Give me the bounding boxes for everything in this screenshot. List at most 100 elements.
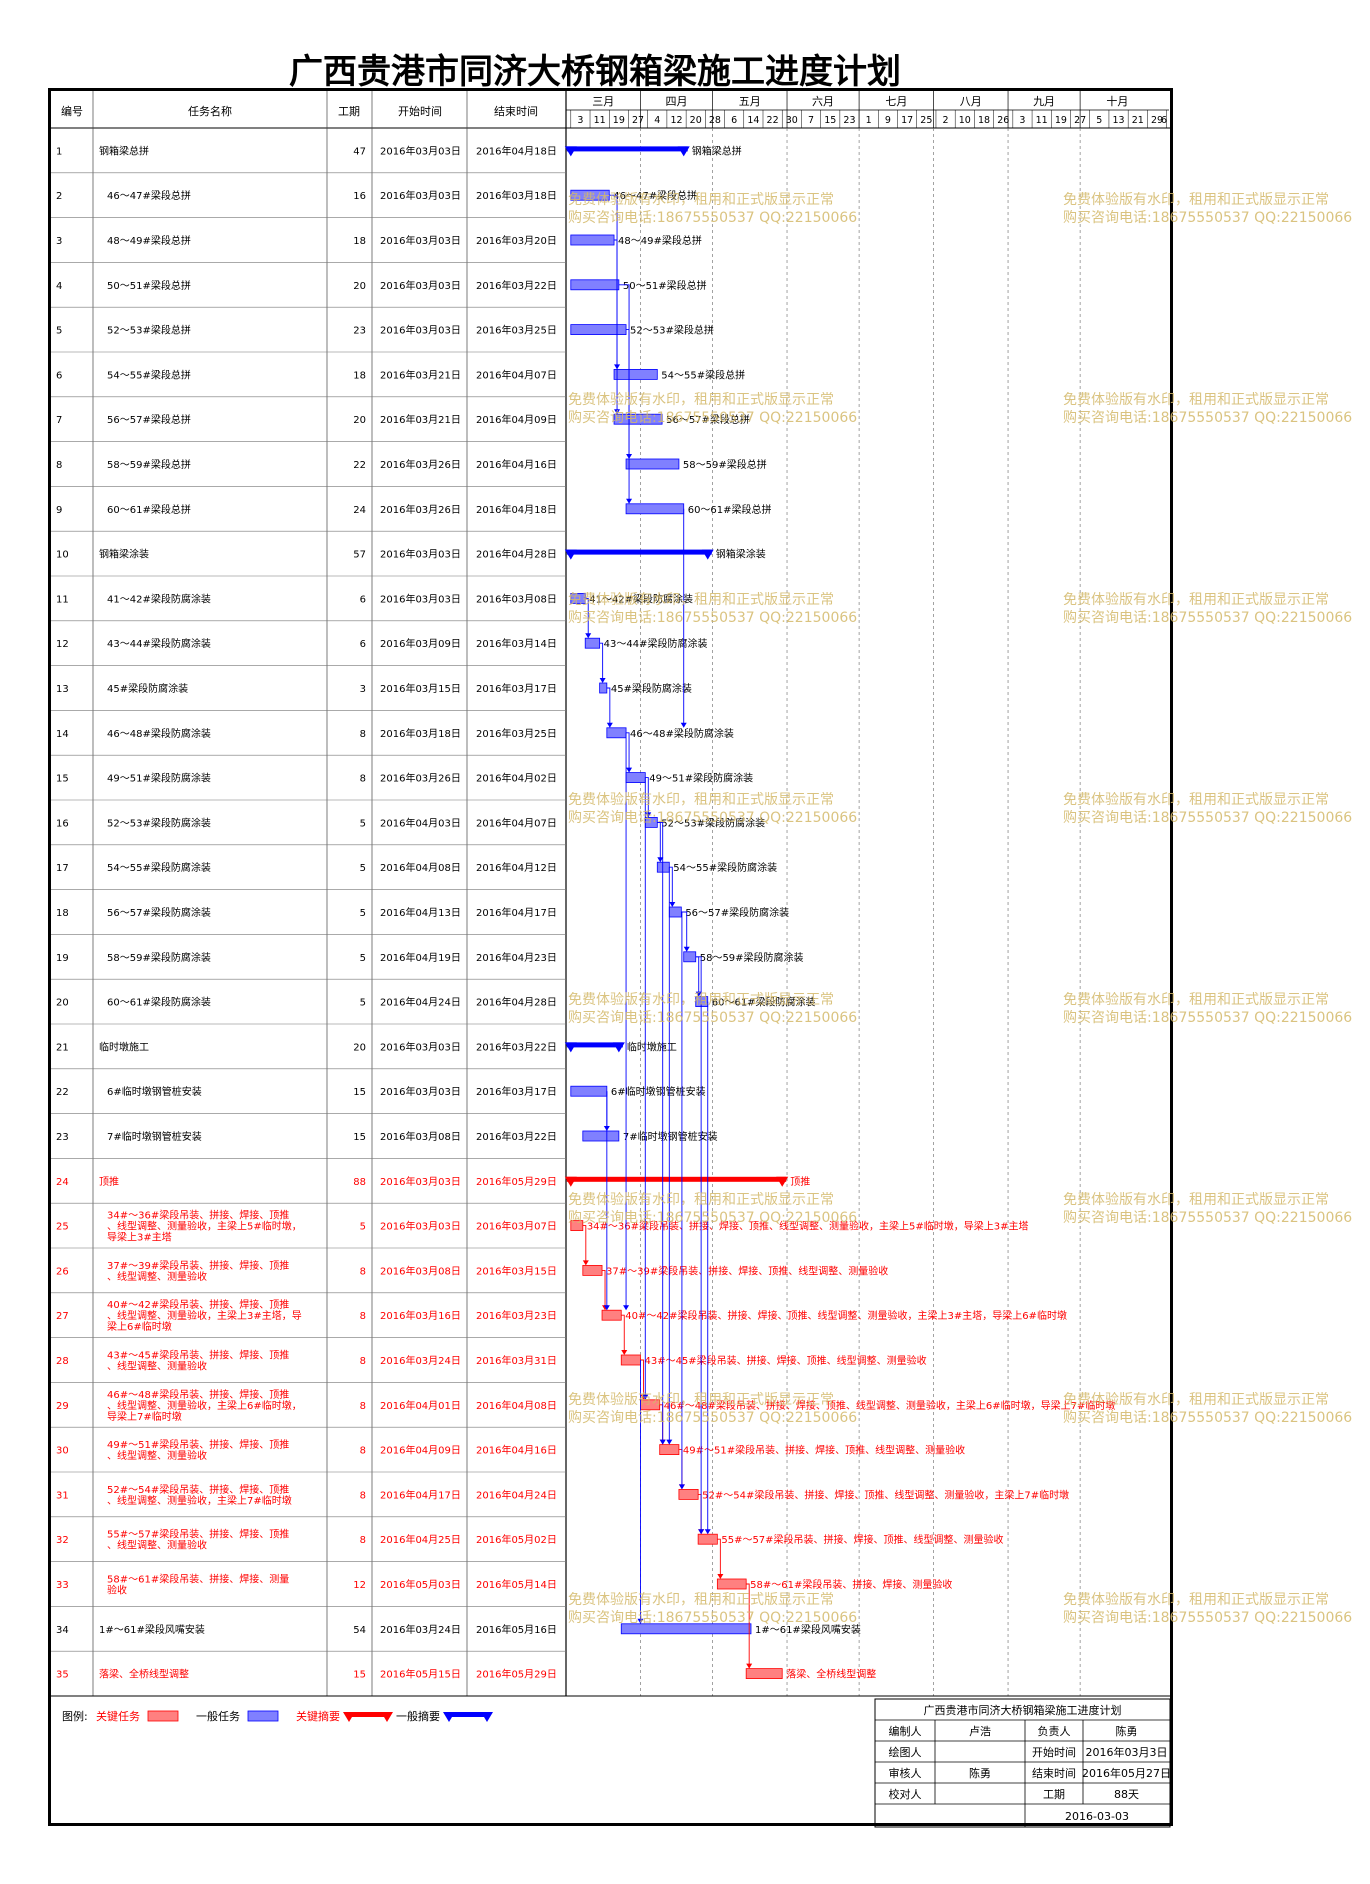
dependency-arrow <box>669 902 676 907</box>
task-start: 2016年03月03日 <box>380 1085 461 1098</box>
task-end: 2016年04月18日 <box>476 144 557 157</box>
month-label: 四月 <box>666 95 688 108</box>
legend-swatch-marker <box>443 1712 455 1722</box>
summary-end-marker <box>677 146 690 157</box>
task-duration: 8 <box>360 774 366 785</box>
col-header-start: 开始时间 <box>398 104 442 118</box>
watermark-text: 购买咨询电话:18675550537 QQ:22150066 <box>568 810 857 826</box>
day-tick-label: 19 <box>613 115 625 126</box>
task-end: 2016年05月16日 <box>476 1623 557 1636</box>
task-end: 2016年04月16日 <box>476 458 557 471</box>
task-name: 58～59#梁段防腐涂装 <box>107 951 211 964</box>
legend-swatch <box>448 1712 488 1717</box>
task-id: 6 <box>56 370 62 381</box>
task-id: 24 <box>56 1177 69 1188</box>
summary-bar <box>566 1176 787 1182</box>
watermark-text: 免费体验版有水印，租用和正式版显示正常 <box>1063 1592 1329 1608</box>
task-name-line: 临时墩施工 <box>99 1040 149 1053</box>
task-name: 60～61#梁段防腐涂装 <box>107 996 211 1009</box>
task-duration: 20 <box>353 281 366 292</box>
watermark-text: 免费体验版有水印，租用和正式版显示正常 <box>568 1592 834 1608</box>
task-bar-label: 60～61#梁段防腐涂装 <box>712 996 816 1009</box>
day-tick-label: 6 <box>731 115 737 126</box>
task-end: 2016年03月08日 <box>476 592 557 605</box>
task-bar <box>620 1623 752 1635</box>
info-cell: 绘图人 <box>889 1745 922 1759</box>
task-bar <box>745 1668 783 1679</box>
task-id: 33 <box>56 1580 69 1591</box>
task-name-line: 顶推 <box>99 1175 119 1188</box>
task-bar-label: 49～51#梁段防腐涂装 <box>649 772 753 785</box>
watermark-text: 购买咨询电话:18675550537 QQ:22150066 <box>1063 1410 1352 1426</box>
task-name-line: 1#～61#梁段风嘴安装 <box>99 1623 205 1636</box>
dependency-arrow <box>717 1574 724 1579</box>
task-end: 2016年03月14日 <box>476 637 557 650</box>
task-name-line: 43#～45#梁段吊装、拼接、焊接、顶推 <box>107 1349 289 1362</box>
task-name: 43～44#梁段防腐涂装 <box>107 637 211 650</box>
task-bar-label: 58#～61#梁段吊装、拼接、焊接、测量验收 <box>750 1578 952 1591</box>
dependency-arrow <box>678 1484 685 1490</box>
task-name-line: 48～49#梁段总拼 <box>107 234 191 247</box>
task-end: 2016年03月22日 <box>476 1130 557 1143</box>
dependency-arrow <box>614 409 621 415</box>
task-end: 2016年03月18日 <box>476 189 557 202</box>
day-tick-label: 15 <box>824 115 836 126</box>
task-start: 2016年03月03日 <box>380 1040 461 1053</box>
task-name-line: 钢箱梁总拼 <box>99 144 149 157</box>
task-id: 34 <box>56 1625 69 1636</box>
task-start: 2016年04月09日 <box>380 1444 461 1457</box>
task-start: 2016年03月03日 <box>380 548 461 561</box>
watermark-text: 免费体验版有水印，租用和正式版显示正常 <box>1063 792 1329 808</box>
task-name-line: 60～61#梁段防腐涂装 <box>107 996 211 1009</box>
task-id: 31 <box>56 1490 69 1501</box>
watermark-text: 购买咨询电话:18675550537 QQ:22150066 <box>568 1010 857 1026</box>
task-name: 40#～42#梁段吊装、拼接、焊接、顶推、线型调整、测量验收，主梁上3#主塔，导… <box>107 1298 302 1333</box>
dependency-link <box>717 1538 721 1578</box>
task-name-line: 40#～42#梁段吊装、拼接、焊接、顶推 <box>107 1298 289 1311</box>
task-id: 13 <box>56 684 69 695</box>
task-name: 46#～48#梁段吊装、拼接、焊接、顶推、线型调整、测量验收，主梁上6#临时墩，… <box>107 1388 302 1423</box>
legend-swatch-marker <box>481 1712 493 1722</box>
task-id: 28 <box>56 1356 69 1367</box>
page-title: 广西贵港市同济大桥钢箱梁施工进度计划 <box>289 52 901 92</box>
task-id: 35 <box>56 1670 69 1681</box>
task-bar-label: 6#临时墩钢管桩安装 <box>611 1085 706 1098</box>
info-cell: 开始时间 <box>1032 1745 1076 1759</box>
legend-swatch <box>247 1710 279 1722</box>
dependency-link <box>681 911 688 951</box>
task-bar-label: 52#～54#梁段吊装、拼接、焊接、顶推、线型调整、测量验收，主梁上7#临时墩 <box>702 1488 1069 1501</box>
task-start: 2016年03月03日 <box>380 279 461 292</box>
task-bar-label: 58～59#梁段防腐涂装 <box>700 951 804 964</box>
task-bar-label: 40#～42#梁段吊装、拼接、焊接、顶推、线型调整、测量验收，主梁上3#主塔，导… <box>625 1309 1067 1322</box>
task-name-line: 45#梁段防腐涂装 <box>107 682 188 695</box>
dependency-arrow <box>626 767 633 773</box>
watermark-text: 免费体验版有水印，租用和正式版显示正常 <box>1063 1392 1329 1408</box>
task-name-line: 6#临时墩钢管桩安装 <box>107 1085 202 1098</box>
info-date: 2016-03-03 <box>1065 1810 1129 1823</box>
task-id: 21 <box>56 1042 69 1053</box>
task-name-line: 50～51#梁段总拼 <box>107 279 191 292</box>
summary-start-marker <box>564 549 577 560</box>
task-end: 2016年03月17日 <box>476 1085 557 1098</box>
task-name-line: 、线型调整、测量验收，主梁上7#临时墩 <box>107 1494 292 1507</box>
task-bar-label: 46～48#梁段防腐涂装 <box>630 727 734 740</box>
task-name: 钢箱梁总拼 <box>99 144 149 157</box>
task-bar-label: 7#临时墩钢管桩安装 <box>623 1130 718 1143</box>
task-id: 2 <box>56 191 62 202</box>
task-name-line: 、线型调整、测量验收，主梁上5#临时墩， <box>107 1220 302 1233</box>
task-name-line: 、线型调整、测量验收 <box>107 1449 207 1462</box>
task-start: 2016年03月21日 <box>380 413 461 426</box>
watermark-text: 免费体验版有水印，租用和正式版显示正常 <box>568 592 834 608</box>
task-bar-label: 临时墩施工 <box>627 1040 677 1053</box>
day-tick-label: 12 <box>670 115 682 126</box>
task-name-line: 导梁上3#主塔 <box>107 1231 172 1244</box>
day-tick-label: 29 <box>1151 115 1163 126</box>
task-name-line: 46～47#梁段总拼 <box>107 189 191 202</box>
task-start: 2016年04月08日 <box>380 861 461 874</box>
day-tick-label: 30 <box>786 115 798 126</box>
task-duration: 20 <box>353 1042 366 1053</box>
task-bar <box>656 861 670 873</box>
info-box <box>874 1698 1171 1828</box>
col-header-id: 编号 <box>61 104 83 118</box>
day-tick-label: 13 <box>1113 115 1125 126</box>
